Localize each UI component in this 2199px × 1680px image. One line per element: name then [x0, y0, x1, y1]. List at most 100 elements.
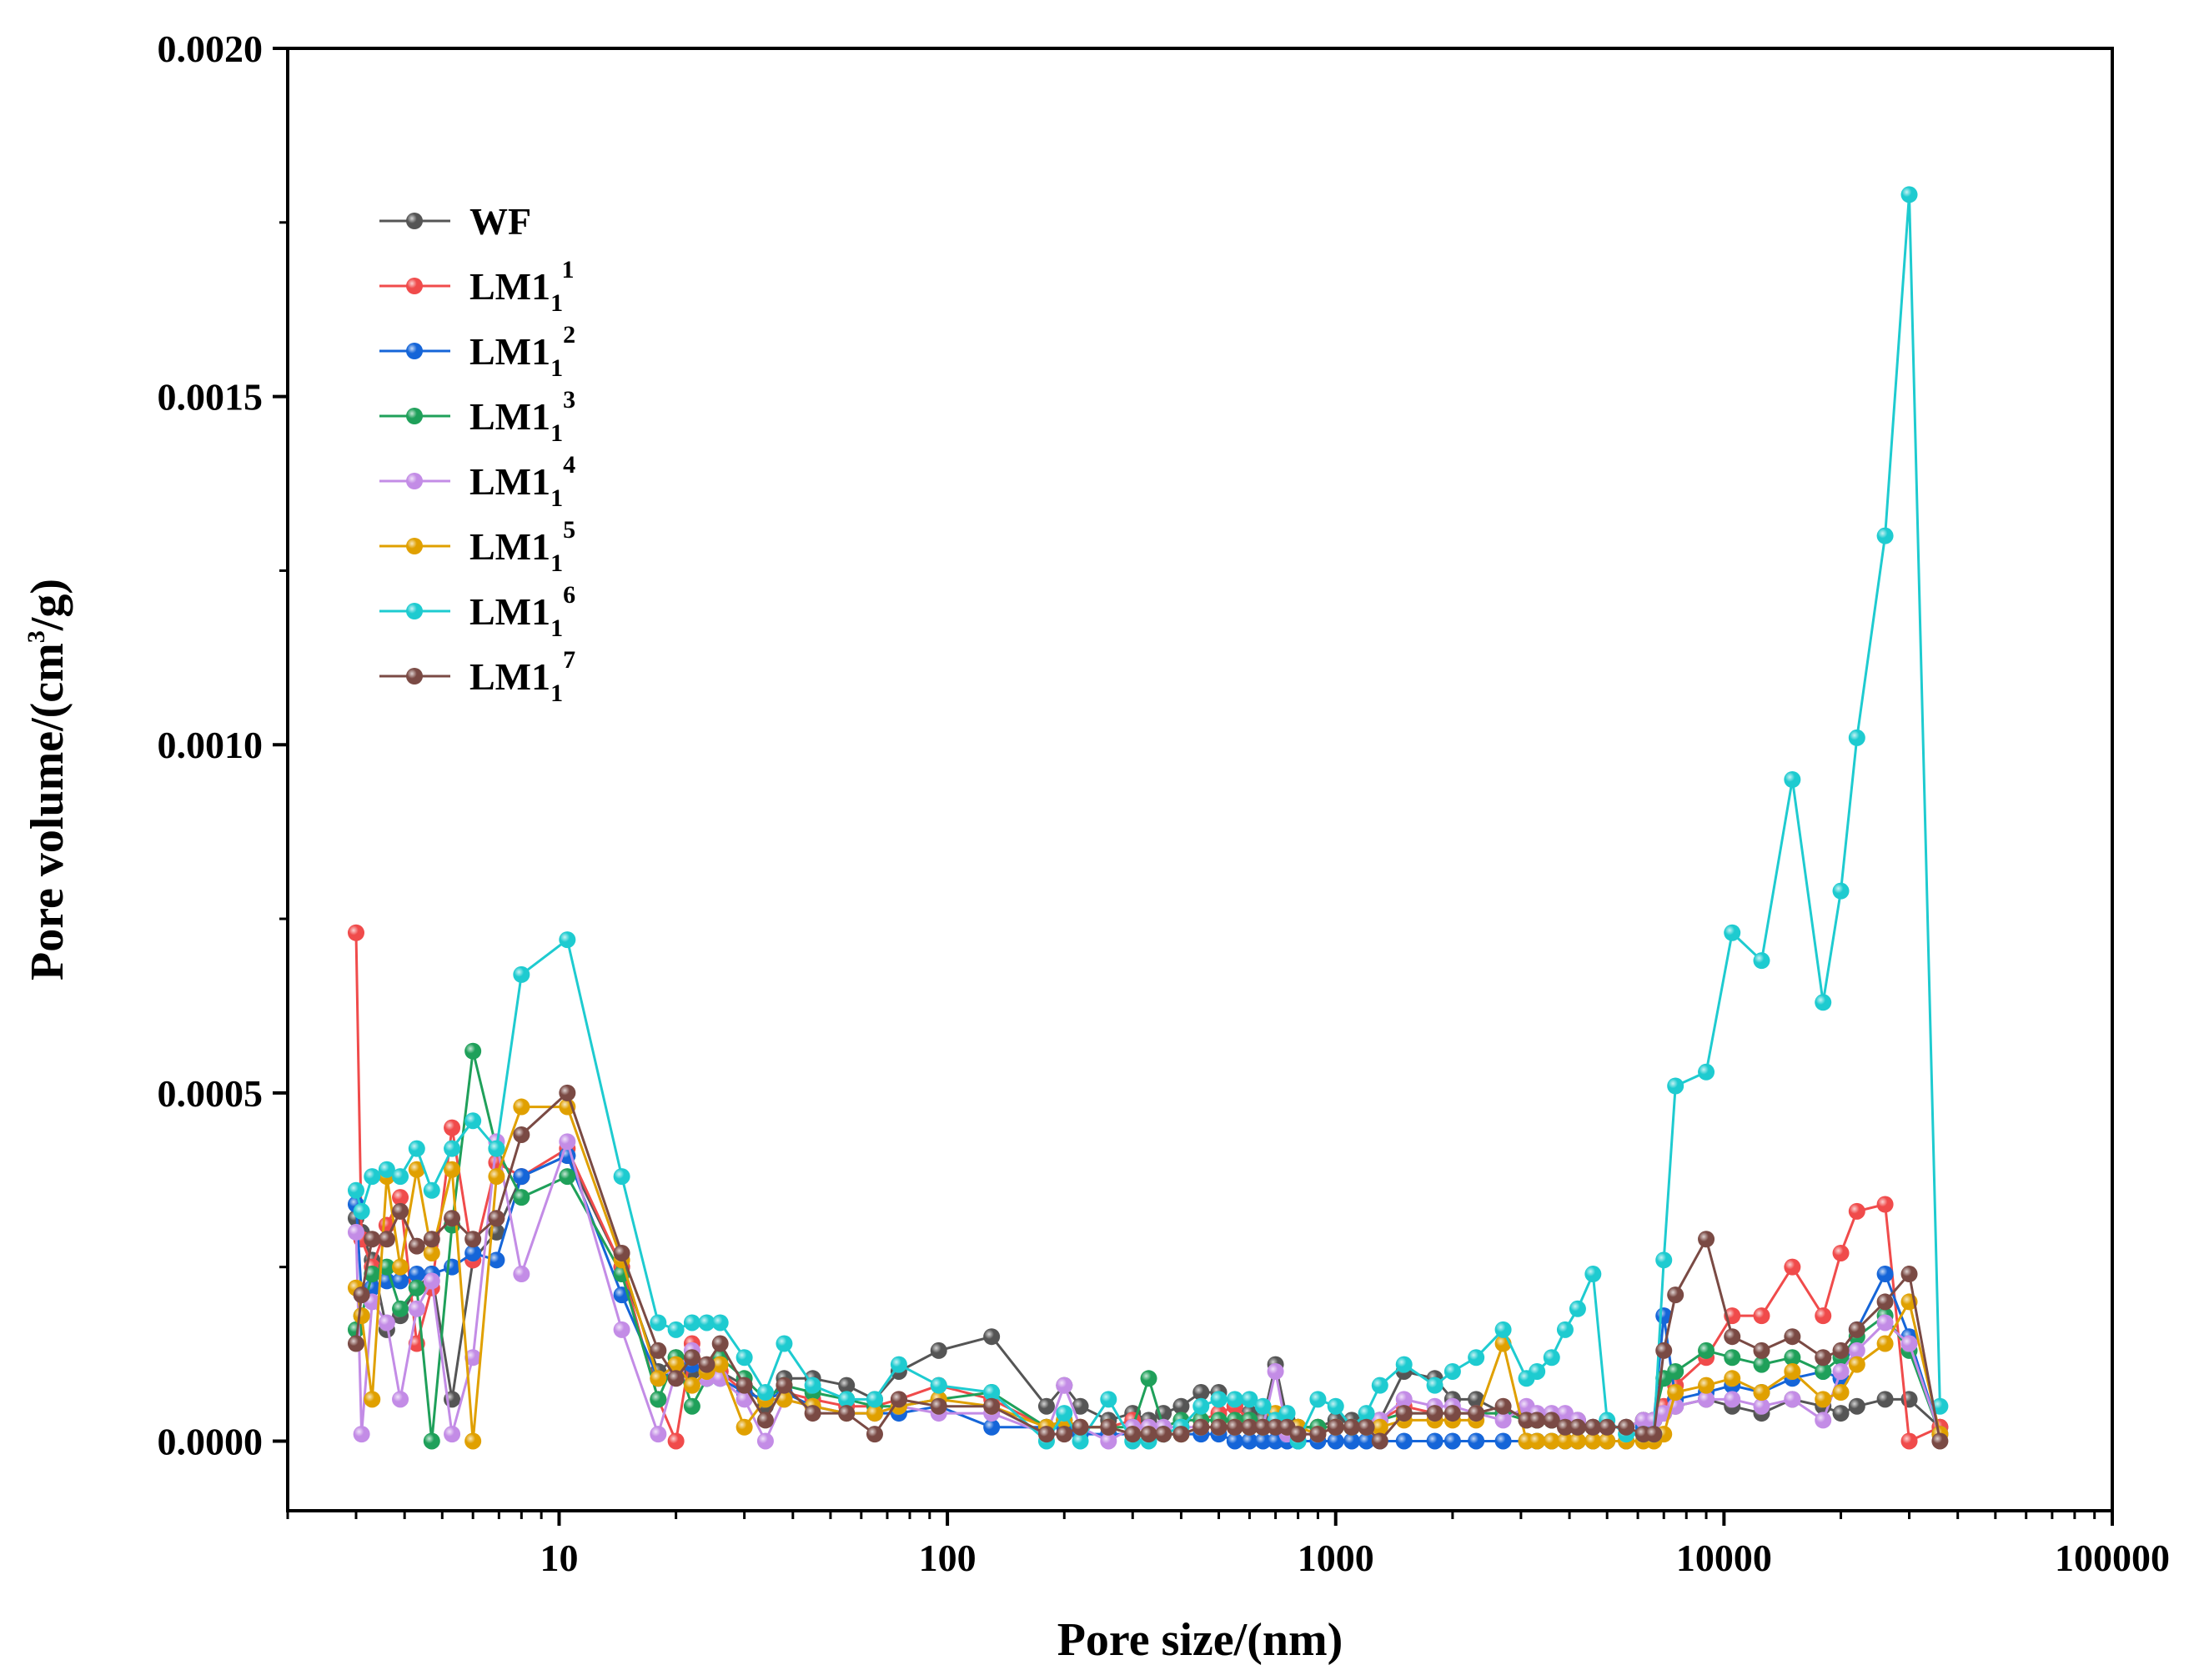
data-point-shine — [1494, 1432, 1512, 1450]
data-point-shine — [364, 1266, 381, 1283]
data-point-shine — [1848, 1397, 1865, 1415]
y-tick-label: 0.0005 — [158, 1072, 264, 1115]
legend-label-sup: 1 — [561, 256, 574, 283]
legend-label-sup: 7 — [563, 646, 575, 674]
data-point-shine — [423, 1181, 440, 1199]
data-point-shine — [667, 1356, 685, 1373]
data-point-shine — [1529, 1412, 1546, 1429]
data-point-shine — [1468, 1391, 1485, 1408]
x-axis: 10 100 1000 10000 100000 — [286, 1511, 2170, 1579]
data-point-shine — [1832, 1341, 1850, 1359]
data-point-shine — [866, 1405, 883, 1422]
legend-item: LM117 — [379, 646, 575, 707]
data-point-shine — [1226, 1391, 1243, 1408]
data-point-shine — [804, 1405, 821, 1422]
data-point-shine — [559, 1084, 576, 1101]
x-tick-label: 100 — [919, 1537, 976, 1579]
data-point-shine — [650, 1391, 667, 1408]
data-point-shine — [890, 1356, 907, 1373]
data-point-shine — [1241, 1418, 1258, 1436]
data-point-shine — [1876, 1266, 1894, 1283]
data-point-shine — [1584, 1432, 1602, 1450]
data-point-shine — [378, 1161, 395, 1178]
data-point-shine — [559, 1168, 576, 1186]
data-point-shine — [1100, 1418, 1117, 1436]
data-point-shine — [930, 1377, 947, 1394]
data-point-shine — [1468, 1432, 1485, 1450]
data-point-shine — [1667, 1077, 1684, 1095]
data-point-shine — [1900, 1432, 1918, 1450]
data-point-shine — [488, 1168, 505, 1186]
data-point-shine — [736, 1418, 753, 1436]
legend-label-sup: 3 — [563, 386, 575, 414]
data-point-shine — [1848, 1202, 1865, 1220]
data-point-shine — [776, 1335, 793, 1352]
legend-label-sup: 5 — [563, 516, 575, 544]
data-point-shine — [1327, 1432, 1344, 1450]
legend-label-sup: 4 — [563, 451, 575, 479]
data-point-shine — [488, 1210, 505, 1227]
data-point-shine — [1618, 1418, 1635, 1436]
data-point-shine — [667, 1370, 685, 1387]
data-point-shine — [408, 1140, 425, 1157]
data-point-shine — [667, 1321, 685, 1338]
data-point-shine — [353, 1426, 370, 1443]
data-point-shine — [1900, 1335, 1918, 1352]
data-point-shine — [1655, 1341, 1673, 1359]
data-point-shine — [1056, 1405, 1073, 1422]
data-point-shine — [488, 1251, 505, 1269]
data-point-shine — [1155, 1426, 1172, 1443]
x-tick-label: 1000 — [1298, 1537, 1374, 1579]
data-point-shine — [736, 1391, 753, 1408]
data-point-shine — [464, 1349, 482, 1367]
data-point-shine — [423, 1244, 440, 1261]
data-point-shine — [1815, 994, 1832, 1011]
data-point-shine — [683, 1397, 700, 1415]
data-point-shine — [408, 1237, 425, 1255]
data-point-shine — [392, 1168, 409, 1186]
data-point-shine — [353, 1286, 370, 1304]
data-point-shine — [408, 1300, 425, 1317]
data-point-shine — [378, 1231, 395, 1248]
data-point-shine — [1395, 1405, 1413, 1422]
data-point-shine — [347, 1181, 364, 1199]
data-point-shine — [683, 1314, 700, 1331]
data-point-shine — [1358, 1418, 1375, 1436]
data-point-shine — [1900, 1266, 1918, 1283]
data-point-shine — [392, 1189, 409, 1206]
y-axis: 0.0000 0.0005 0.0010 0.0015 0.0020 — [158, 28, 288, 1462]
data-point-shine — [1072, 1432, 1089, 1450]
data-point-shine — [347, 1335, 364, 1352]
data-point-shine — [756, 1432, 774, 1450]
data-point-shine — [1753, 1341, 1770, 1359]
legend-label-sub: 1 — [550, 354, 563, 382]
data-point-shine — [353, 1307, 370, 1325]
data-point-shine — [353, 1202, 370, 1220]
data-point-shine — [1395, 1356, 1413, 1373]
data-point-shine — [1210, 1391, 1228, 1408]
data-point-shine — [1172, 1397, 1190, 1415]
data-point-shine — [559, 931, 576, 949]
legend-item: LM116 — [379, 581, 575, 642]
legend-marker-shine — [406, 408, 423, 424]
data-point-shine — [1784, 1362, 1801, 1380]
data-point-shine — [1358, 1405, 1375, 1422]
data-point-shine — [1543, 1349, 1560, 1367]
legend-item: LM112 — [379, 321, 575, 382]
legend-marker-shine — [406, 538, 423, 554]
legend-label: WF — [469, 200, 531, 243]
data-point-shine — [1056, 1377, 1073, 1394]
data-point-shine — [838, 1377, 856, 1394]
data-point-shine — [559, 1133, 576, 1151]
data-point-shine — [736, 1349, 753, 1367]
data-point-shine — [1724, 1370, 1741, 1387]
y-axis-title-rest: /g) — [22, 579, 73, 631]
data-point-shine — [444, 1426, 461, 1443]
data-point-shine — [1584, 1266, 1602, 1283]
series-layer — [347, 186, 1949, 1450]
data-point-shine — [1327, 1397, 1344, 1415]
data-point-shine — [1698, 1341, 1715, 1359]
data-point-shine — [464, 1042, 482, 1060]
data-point-shine — [1371, 1432, 1388, 1450]
